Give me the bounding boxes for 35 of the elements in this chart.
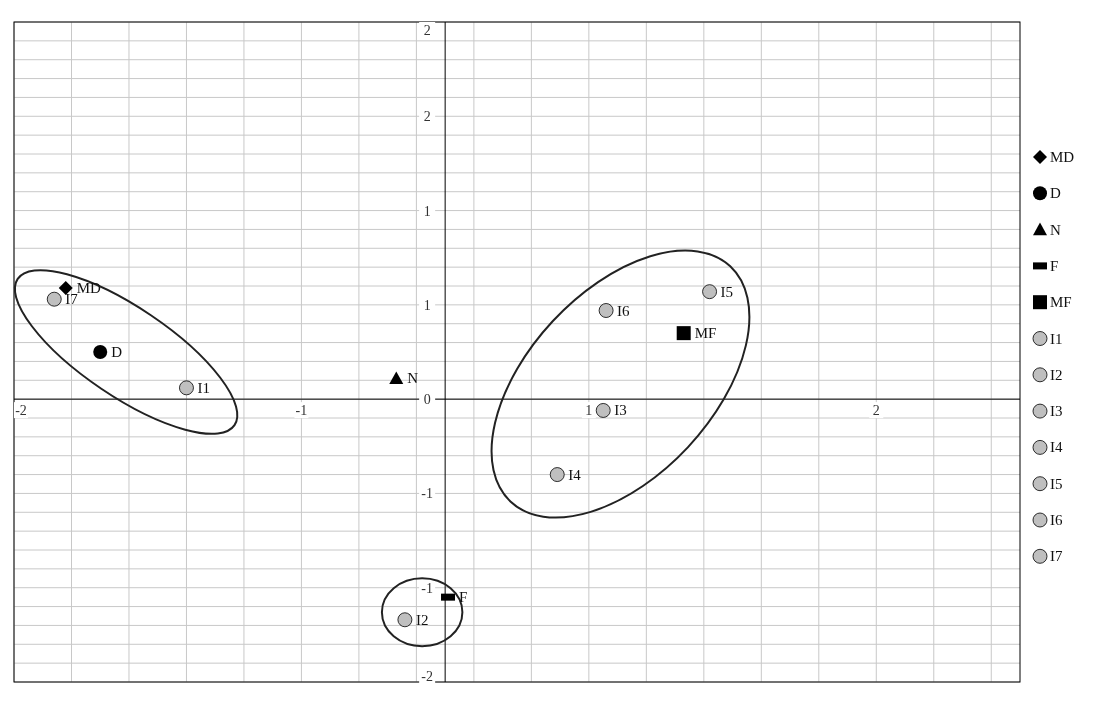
- text: F: [459, 589, 468, 606]
- x-tick-label: -2: [15, 403, 27, 419]
- legend-label: I1: [1050, 330, 1063, 347]
- legend-label: I2: [1050, 366, 1063, 383]
- text: MF: [694, 325, 717, 342]
- legend-label: F: [1050, 257, 1059, 274]
- legend-label: MD: [1050, 149, 1075, 165]
- legend-label: N: [1050, 221, 1061, 238]
- y-tick-label: -2: [421, 669, 433, 684]
- text: N: [407, 370, 419, 387]
- legend-label: MF: [1050, 294, 1072, 311]
- y-tick-label: 1: [423, 203, 431, 219]
- text: I5: [720, 283, 734, 300]
- y-tick-label: -1: [421, 580, 433, 596]
- y-tick-label: -1: [421, 486, 433, 502]
- text: D: [111, 344, 123, 360]
- y-tick-label: 2: [423, 23, 431, 38]
- text: I6: [617, 302, 630, 319]
- x-tick-label: 2: [872, 403, 880, 419]
- legend-label: D: [1050, 185, 1061, 202]
- text: I7: [65, 291, 78, 308]
- text: I2: [415, 611, 429, 628]
- legend-label: I3: [1050, 403, 1063, 420]
- legend-label: I4: [1050, 439, 1063, 456]
- y-tick-label: 0: [423, 392, 431, 408]
- y-tick-label: 2: [423, 109, 431, 125]
- legend-label: I7: [1050, 548, 1063, 565]
- text: I4: [568, 466, 581, 483]
- text: I1: [197, 379, 210, 396]
- text: I3: [614, 402, 627, 419]
- y-tick-label: 1: [423, 297, 431, 313]
- legend-label: I5: [1050, 475, 1063, 492]
- x-tick-label: -1: [295, 403, 308, 419]
- legend-label: I6: [1050, 512, 1063, 528]
- x-tick-label: 1: [585, 403, 593, 419]
